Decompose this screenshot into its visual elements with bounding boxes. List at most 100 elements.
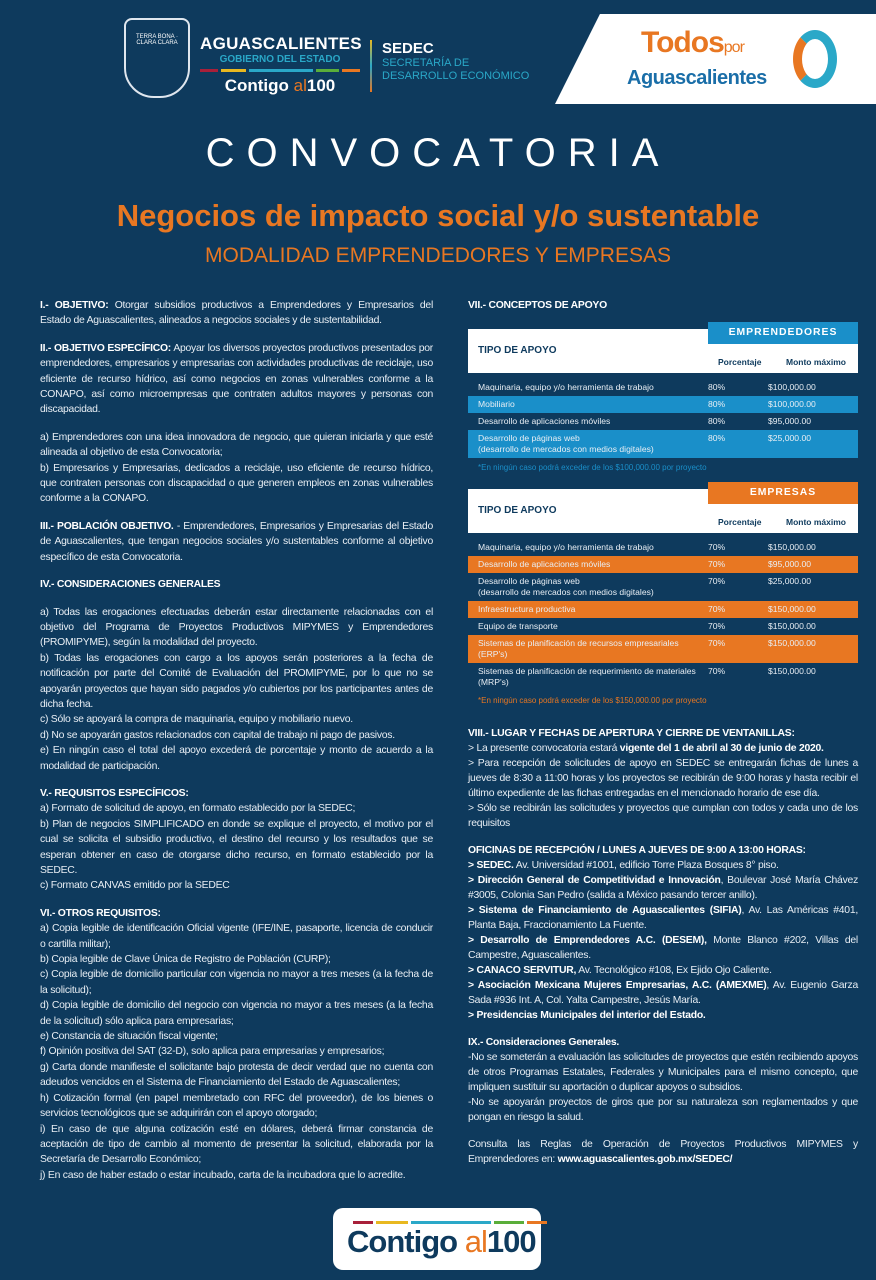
paragraph: > La presente convocatoria estará vigent… bbox=[468, 741, 858, 756]
paragraph-text: , Av. Las Américas #401, Planta Baja, Fr… bbox=[468, 905, 858, 931]
percentage: 70% bbox=[708, 621, 726, 631]
paragraph-text: b) Plan de negocios SIMPLIFICADO en dond… bbox=[40, 818, 433, 876]
paragraph-text: i) En caso de que alguna cotización esté… bbox=[40, 1123, 433, 1166]
percentage: 70% bbox=[708, 542, 726, 552]
max-amount: $95,000.00 bbox=[768, 416, 812, 426]
modality: MODALIDAD EMPRENDEDORES Y EMPRESAS bbox=[205, 244, 671, 267]
max-amount: $150,000.00 bbox=[768, 604, 816, 614]
support-table: TIPO DE APOYO EMPRESAS Porcentaje Monto máx… bbox=[468, 482, 858, 706]
spacer bbox=[468, 710, 858, 726]
column-header-tipo: TIPO DE APOYO bbox=[478, 505, 557, 516]
paragraph: b) Copia legible de Clave Única de Regis… bbox=[40, 952, 433, 967]
bold-label: I.- OBJETIVO: bbox=[40, 300, 109, 311]
paragraph: a) Copia legible de identificación Ofici… bbox=[40, 921, 433, 952]
spacer bbox=[40, 774, 433, 786]
section-title: IV.- CONSIDERACIONES GENERALES bbox=[40, 579, 221, 591]
spacer bbox=[468, 1125, 858, 1137]
paragraph-text: , Boulevar José María Chávez #3005, Colo… bbox=[468, 875, 859, 901]
max-amount: $25,000.00 bbox=[768, 433, 812, 443]
percentage: 80% bbox=[708, 416, 726, 426]
paragraph: > Asociación Mexicana Mujeres Empresaria… bbox=[468, 978, 858, 1008]
paragraph: a) Formato de solicitud de apoyo, en for… bbox=[40, 801, 433, 816]
max-amount: $100,000.00 bbox=[768, 399, 816, 409]
column-header-monto: Monto máximo bbox=[786, 357, 846, 367]
percentage: 80% bbox=[708, 382, 726, 392]
table-header: TIPO DE APOYO EMPRESAS Porcentaje Monto máx… bbox=[468, 482, 858, 533]
bold-label: > Sistema de Financiamiento de Aguascali… bbox=[468, 905, 742, 916]
paragraph: > Dirección General de Competitividad e … bbox=[468, 873, 858, 903]
max-amount: $150,000.00 bbox=[768, 666, 816, 676]
bold-text: vigente del 1 de abril al 30 de junio de… bbox=[619, 743, 824, 754]
bold-label: > CANACO SERVITUR, bbox=[468, 965, 577, 976]
section-title: VIII.- LUGAR Y FECHAS DE APERTURA Y CIER… bbox=[468, 728, 795, 739]
paragraph-text: , Av. Eugenio Garza Sada #936 Int. A, Co… bbox=[468, 980, 858, 1006]
paragraph-text: h) Cotización formal (en papel membretad… bbox=[40, 1092, 433, 1120]
table-note: *En ningún caso podrá exceder de los $15… bbox=[478, 696, 707, 705]
paragraph: > Presidencias Municipales del interior … bbox=[468, 1008, 858, 1023]
bold-text: www.aguascalientes.gob.mx/SEDEC/ bbox=[557, 1154, 733, 1165]
category-label: EMPRENDEDORES bbox=[708, 322, 858, 344]
table-row: Desarrollo de páginas web (desarrollo de… bbox=[468, 430, 858, 458]
table-note: *En ningún caso podrá exceder de los $10… bbox=[478, 463, 707, 472]
spacer bbox=[40, 418, 433, 430]
support-type: Desarrollo de páginas web (desarrollo de… bbox=[478, 433, 654, 454]
table-row: Desarrollo de aplicaciones móviles 70% $95… bbox=[468, 556, 858, 573]
paragraph-text: Consulta las Reglas de Operación de Proy… bbox=[468, 1139, 858, 1165]
support-type: Desarrollo de páginas web (desarrollo de… bbox=[478, 576, 654, 597]
paragraph-text: > Para recepción de solicitudes de apoyo… bbox=[468, 758, 858, 799]
section-title: IX.- Consideraciones Generales. bbox=[468, 1037, 620, 1048]
spacer bbox=[468, 831, 858, 843]
paragraph: b) Empresarios y Empresarias, dedicados … bbox=[40, 461, 433, 507]
paragraph: d) Copia legible de domicilio del negoci… bbox=[40, 998, 433, 1029]
section-title: VI.- OTROS REQUISITOS: bbox=[40, 907, 161, 919]
paragraph: > Desarrollo de Emprendedores A.C. (DESE… bbox=[468, 933, 858, 963]
bold-label: > Asociación Mexicana Mujeres Empresaria… bbox=[468, 980, 767, 991]
paragraph-text: Apoyar los diversos proyectos productivo… bbox=[40, 342, 433, 416]
paragraph-text: a) Todas las erogaciones efectuadas debe… bbox=[40, 606, 433, 649]
percentage: 70% bbox=[708, 638, 726, 648]
spacer bbox=[40, 507, 433, 519]
support-table: TIPO DE APOYO EMPRENDEDORES Porcentaje Mont… bbox=[468, 322, 858, 473]
left-column: I.- OBJETIVO: Otorgar subsidios producti… bbox=[40, 298, 433, 1183]
paragraph-text: -No se apoyarán proyectos de giros que p… bbox=[468, 1097, 858, 1123]
spacer bbox=[40, 565, 433, 577]
bold-label: II.- OBJETIVO ESPECÍFICO: bbox=[40, 342, 172, 354]
percentage: 70% bbox=[708, 576, 726, 586]
paragraph-text: Otorgar subsidios productivos a Emprende… bbox=[40, 300, 434, 327]
bold-label: > Presidencias Municipales del interior … bbox=[468, 1010, 706, 1021]
contigo-al-100-logo: Contigo al100 bbox=[333, 1208, 547, 1270]
state-coat-of-arms-logo: TERRA BONA · CLARA CLARA bbox=[124, 18, 190, 98]
paragraph: > Para recepción de solicitudes de apoyo… bbox=[468, 756, 858, 801]
paragraph-text: c) Sólo se apoyará la compra de maquinar… bbox=[40, 714, 353, 726]
paragraph-text: d) No se apoyarán gastos relacionados co… bbox=[40, 729, 395, 741]
table-row: Maquinaria, equipo y/o herramienta de tr… bbox=[468, 379, 858, 396]
paragraph-text: c) Copia legible de domicilio particular… bbox=[40, 969, 433, 996]
column-header-monto: Monto máximo bbox=[786, 517, 846, 527]
support-type: Sistemas de planificación de requerimien… bbox=[478, 666, 696, 687]
paragraph-text: -No se someterán a evaluación las solici… bbox=[468, 1052, 858, 1093]
header: TERRA BONA · CLARA CLARA AGUASCALIENTES … bbox=[0, 0, 876, 110]
paragraph: b) Plan de negocios SIMPLIFICADO en dond… bbox=[40, 817, 433, 879]
spacer bbox=[40, 329, 433, 341]
section-title: OFICINAS DE RECEPCIÓN / LUNES A JUEVES D… bbox=[468, 845, 806, 856]
paragraph: c) Copia legible de domicilio particular… bbox=[40, 967, 433, 998]
table-header: TIPO DE APOYO EMPRENDEDORES Porcentaje Mont… bbox=[468, 322, 858, 373]
paragraph: > Sólo se recibirán las solicitudes y pr… bbox=[468, 801, 858, 831]
paragraph: f) Opinión positiva del SAT (32-D), solo… bbox=[40, 1044, 433, 1059]
table-row: Infraestructura productiva 70% $150,000.00 bbox=[468, 601, 858, 618]
paragraph: e) En ningún caso el total del apoyo exc… bbox=[40, 743, 433, 774]
paragraph: i) En caso de que alguna cotización esté… bbox=[40, 1122, 433, 1168]
max-amount: $150,000.00 bbox=[768, 621, 816, 631]
paragraph-text: Av. Universidad #1001, edificio Torre Pl… bbox=[513, 860, 779, 871]
paragraph: c) Formato CANVAS emitido por la SEDEC bbox=[40, 878, 433, 893]
support-type: Mobiliario bbox=[478, 399, 515, 409]
paragraph: -No se apoyarán proyectos de giros que p… bbox=[468, 1095, 858, 1125]
table-row: Mobiliario 80% $100,000.00 bbox=[468, 396, 858, 413]
subtitle: Negocios de impacto social y/o sustentab… bbox=[116, 198, 760, 233]
percentage: 80% bbox=[708, 433, 726, 443]
percentage: 80% bbox=[708, 399, 726, 409]
paragraph: -No se someterán a evaluación las solici… bbox=[468, 1050, 858, 1095]
paragraph: j) En caso de haber estado o estar incub… bbox=[40, 1168, 433, 1183]
percentage: 70% bbox=[708, 666, 726, 676]
paragraph-text: - Emprendedores, Empresarios y Empresari… bbox=[40, 520, 433, 563]
